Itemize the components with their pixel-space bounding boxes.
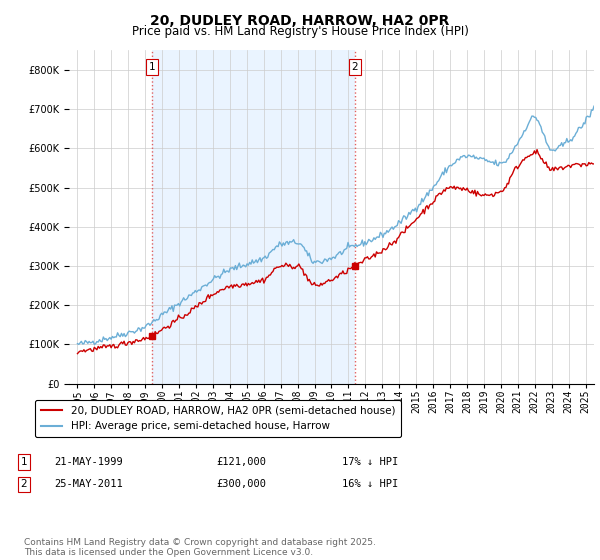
- Bar: [152, 50, 355, 384]
- Text: 2: 2: [352, 62, 358, 72]
- Text: 21-MAY-1999: 21-MAY-1999: [54, 457, 123, 467]
- Text: Contains HM Land Registry data © Crown copyright and database right 2025.
This d: Contains HM Land Registry data © Crown c…: [24, 538, 376, 557]
- Text: £121,000: £121,000: [216, 457, 266, 467]
- Text: Price paid vs. HM Land Registry's House Price Index (HPI): Price paid vs. HM Land Registry's House …: [131, 25, 469, 38]
- Text: 25-MAY-2011: 25-MAY-2011: [54, 479, 123, 489]
- Text: £300,000: £300,000: [216, 479, 266, 489]
- Legend: 20, DUDLEY ROAD, HARROW, HA2 0PR (semi-detached house), HPI: Average price, semi: 20, DUDLEY ROAD, HARROW, HA2 0PR (semi-d…: [35, 400, 401, 437]
- Text: 17% ↓ HPI: 17% ↓ HPI: [342, 457, 398, 467]
- Text: 1: 1: [20, 457, 28, 467]
- Text: 1: 1: [148, 62, 155, 72]
- Text: 16% ↓ HPI: 16% ↓ HPI: [342, 479, 398, 489]
- Text: 20, DUDLEY ROAD, HARROW, HA2 0PR: 20, DUDLEY ROAD, HARROW, HA2 0PR: [151, 14, 449, 28]
- Text: 2: 2: [20, 479, 28, 489]
